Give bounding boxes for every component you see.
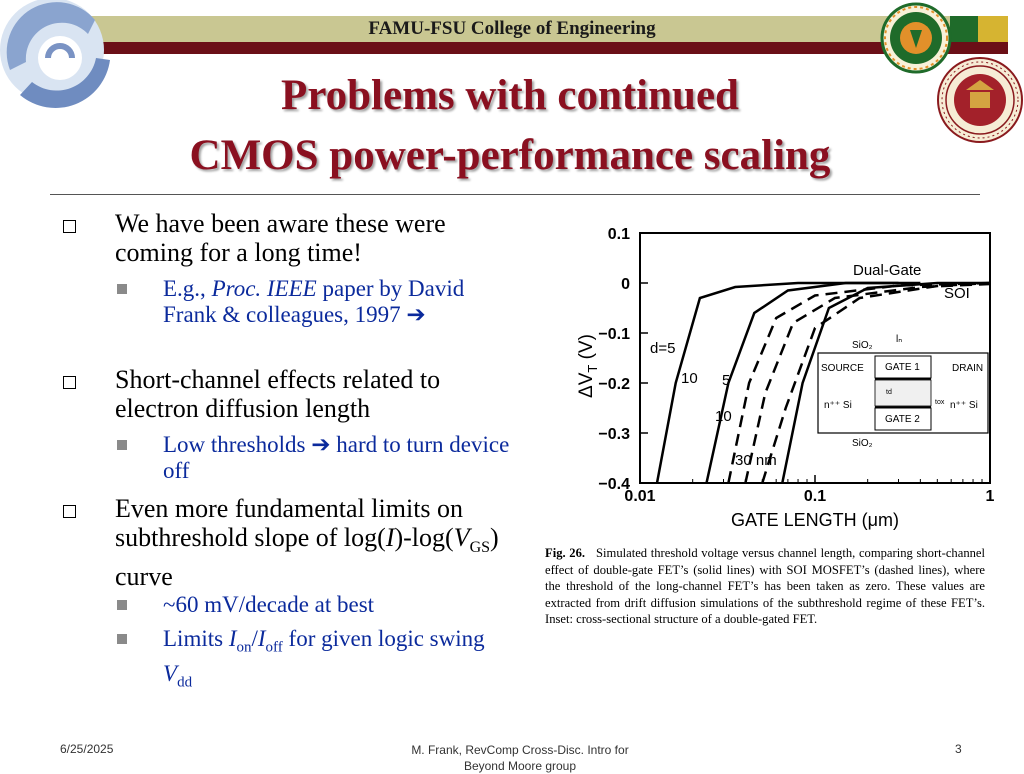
threshold-voltage-chart: 0.1 0 −0.1 −0.2 −0.3 −0.4 0.01 0.1 1 ΔVT (V) GA… — [576, 226, 995, 530]
var-v-dd-sub: dd — [177, 674, 193, 691]
annotation-dual-gate-label: Dual-Gate — [853, 262, 921, 279]
footer-page-number: 3 — [955, 742, 962, 756]
inset-sio2-top: SiO₂ — [852, 340, 873, 351]
series-line-soi-6 — [761, 281, 991, 484]
y-tick-label: 0 — [621, 276, 630, 293]
slide-title-line1: Problems with continued — [281, 72, 739, 119]
y-label-main: ΔV — [576, 372, 597, 398]
title-divider — [50, 194, 980, 195]
bullet-3-mid: )-log( — [394, 523, 454, 552]
bullet-marker-3 — [63, 505, 76, 518]
y-tick-label: −0.2 — [598, 376, 630, 393]
inset-gate2: GATE 2 — [885, 414, 920, 425]
inset-n-si-left: n⁺⁺ Si — [824, 400, 852, 411]
journal-name: Proc. IEEE — [211, 276, 317, 301]
sub-bullet-1a-post: paper by David Frank & colleagues, 1997 … — [163, 276, 465, 327]
caption-text: Simulated threshold voltage versus chann… — [545, 546, 985, 626]
figure-caption: Fig. 26. Simulated threshold voltage ver… — [545, 545, 985, 628]
inset-sio2-bottom: SiO₂ — [852, 438, 873, 449]
annotation-d5-label: d=5 — [650, 340, 675, 357]
sub-bullet-2a: Low thresholds ➔ hard to turn device off — [163, 432, 510, 483]
var-i-on: I — [228, 626, 237, 651]
var-v-dd: V — [163, 660, 178, 686]
series-line-dual-gate-2 — [705, 281, 921, 484]
var-v-sub: GS — [469, 539, 491, 557]
bullet-1-text: We have been aware these were coming for… — [115, 209, 446, 267]
x-tick-label: 1 — [986, 488, 995, 505]
x-tick-label: 0.01 — [624, 488, 655, 505]
sub-bullet-marker-3b — [117, 634, 127, 644]
var-i-on-sub: on — [236, 639, 252, 656]
series-line-dual-gate-1 — [655, 281, 899, 484]
x-tick-label: 0.1 — [804, 488, 826, 505]
inset-drain: DRAIN — [952, 363, 983, 374]
footer-date: 6/25/2025 — [60, 742, 114, 756]
y-tick-label: −0.1 — [598, 326, 630, 343]
famu-seal-icon — [880, 2, 952, 74]
sub-3b-pre: Limits — [163, 626, 229, 651]
sub-3b-mid: for given logic swing — [282, 626, 485, 651]
var-v: V — [453, 523, 470, 552]
header-institution: FAMU-FSU College of Engineering — [368, 18, 656, 39]
sub-bullet-marker-1a — [117, 284, 127, 294]
slide-title: Problems with continued CMOS power-perfo… — [80, 66, 940, 186]
bullet-marker-1 — [63, 220, 76, 233]
bullet-marker-2 — [63, 376, 76, 389]
inset-source: SOURCE — [821, 363, 864, 374]
sub-bullet-3a: ~60 mV/decade at best — [163, 592, 375, 617]
y-label-sub: T — [585, 365, 600, 373]
corner-logo-icon — [0, 0, 110, 108]
sub-bullet-1a-pre: E.g., — [163, 276, 212, 301]
y-tick-label: −0.4 — [598, 476, 630, 493]
sub-bullet-marker-2a — [117, 440, 127, 450]
bullet-3-text: Even more fundamental limits on subthres… — [115, 494, 525, 591]
var-i-off: I — [257, 626, 266, 651]
inset-lc: lₙ — [896, 334, 902, 345]
var-i-off-sub: off — [265, 639, 283, 656]
y-tick-label: −0.3 — [598, 426, 630, 443]
inset-n-si-right: n⁺⁺ Si — [950, 400, 978, 411]
var-i: I — [385, 523, 395, 552]
bullet-3-post: ) curve — [115, 523, 499, 592]
annotation-soi-label: SOI — [944, 285, 970, 302]
annotation-label-10-dashed: 10 — [715, 408, 732, 425]
series-line-soi-4 — [727, 281, 991, 484]
footer-center: M. Frank, RevComp Cross-Disc. Intro for … — [411, 743, 629, 773]
slide-title-line2: CMOS power-performance scaling — [189, 132, 831, 179]
inset-gate1: GATE 1 — [885, 362, 920, 373]
inset-cross-section: SiO₂ lₙ SOURCE GATE 1 DRAIN n⁺⁺ Si td tox n⁺⁺ Si… — [817, 334, 989, 449]
header-band — [30, 16, 1024, 54]
annotation-label-10-solid: 10 — [681, 370, 698, 387]
caption-label: Fig. 26. — [545, 546, 586, 560]
bullet-2-text: Short-channel effects related to electro… — [115, 365, 441, 423]
sub-bullet-marker-3a — [117, 600, 127, 610]
y-axis-label: ΔVT (V) — [576, 334, 600, 398]
y-tick-label: 0.1 — [608, 226, 630, 243]
sub-bullet-1a: E.g., Proc. IEEE paper by David Frank & … — [163, 276, 473, 328]
x-axis-label: GATE LENGTH (μm) — [731, 510, 899, 530]
annotation-30nm-label: 30 nm — [735, 452, 777, 469]
inset-td: td — [886, 389, 892, 396]
sub-bullet-3b: Limits Ion/Ioff for given logic swing Vd… — [163, 626, 513, 695]
annotation-label-5-dashed: 5 — [722, 372, 730, 389]
fsu-seal-icon — [937, 57, 1023, 143]
y-label-unit: (V) — [576, 334, 597, 365]
inset-tox: tox — [935, 399, 945, 406]
bullet-3-pre: Even more fundamental limits on subthres… — [115, 494, 464, 552]
slash: / — [251, 626, 258, 651]
